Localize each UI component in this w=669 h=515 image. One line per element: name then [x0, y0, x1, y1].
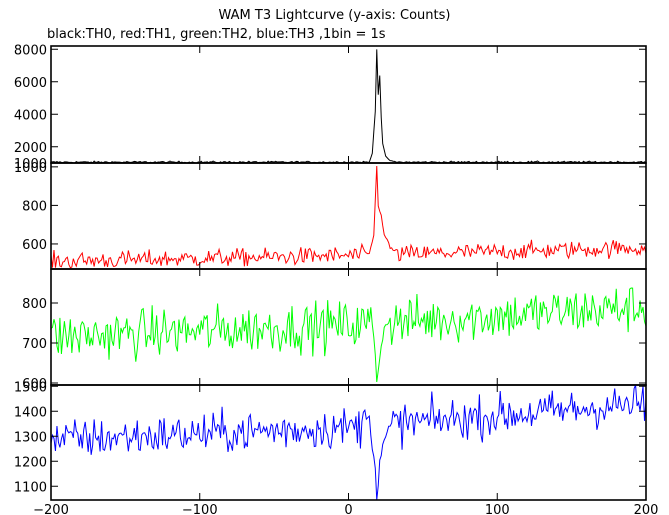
y-tick-label-TH0: 6000 [14, 76, 47, 91]
y-tick-label-TH3: 1100 [14, 480, 47, 495]
y-tick-label-TH3: 1400 [14, 405, 47, 420]
y-tick-label-TH0: 2000 [14, 141, 47, 156]
series-line-TH3 [50, 384, 647, 501]
y-tick-label-TH2: 700 [22, 337, 47, 352]
y-tick-label-TH3: 1200 [14, 455, 47, 470]
y-tick-label-TH2: 600 [22, 377, 47, 392]
y-tick-label-TH0: 8000 [14, 43, 47, 58]
y-tick-label-TH0: 4000 [14, 108, 47, 123]
x-tick-label: 0 [344, 503, 352, 515]
panel-frame-TH3 [50, 384, 647, 501]
y-tick-label-TH3: 1500 [14, 380, 47, 395]
x-tick-label: −200 [33, 503, 69, 515]
y-tick-label-TH1: 1000 [14, 161, 47, 176]
y-tick-label-TH1: 600 [22, 238, 47, 253]
x-tick-label: −100 [182, 503, 218, 515]
y-tick-label-TH3: 1300 [14, 430, 47, 445]
panel-frame-TH0 [50, 45, 647, 164]
chart-title: WAM T3 Lightcurve (y-axis: Counts) [218, 8, 451, 23]
panel-frame-TH1 [50, 162, 647, 270]
x-tick-label: 100 [485, 503, 510, 515]
y-tick-label-TH0: 1000 [14, 157, 47, 172]
series-line-TH2 [50, 287, 647, 382]
series-line-TH0 [50, 49, 647, 164]
y-tick-label-TH1: 800 [22, 199, 47, 214]
chart-subtitle: black:TH0, red:TH1, green:TH2, blue:TH3 … [47, 27, 386, 42]
y-tick-label-TH2: 800 [22, 297, 47, 312]
x-tick-label: 200 [634, 503, 659, 515]
panel-frame-TH2 [50, 268, 647, 386]
series-line-TH1 [50, 165, 647, 269]
